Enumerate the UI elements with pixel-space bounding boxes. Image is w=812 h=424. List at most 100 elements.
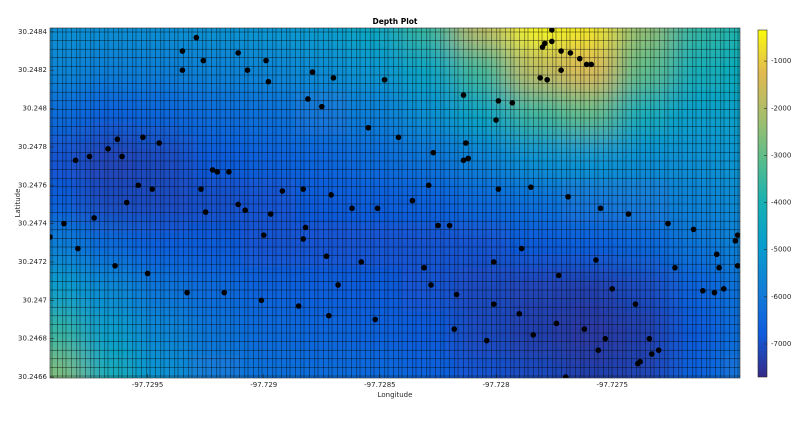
surface-cell (295, 178, 350, 224)
surface-cell (134, 178, 189, 224)
surface-cell (295, 266, 350, 312)
scatter-point (665, 220, 671, 227)
scatter-point (202, 209, 209, 215)
colorbar-tick-label: -3000 (771, 151, 791, 159)
scatter-point (648, 351, 655, 357)
scatter-point (140, 134, 146, 141)
surface-cell (508, 354, 563, 378)
surface-cell (295, 28, 350, 47)
scatter-point (226, 169, 232, 175)
scatter-point (428, 282, 434, 288)
scatter-point (135, 182, 142, 189)
scatter-point (495, 98, 502, 104)
y-tick-label: 30.2482 (18, 66, 47, 74)
scatter-point (374, 205, 381, 212)
surface-cell (455, 266, 510, 312)
scatter-point (655, 347, 662, 353)
scatter-point (323, 253, 330, 260)
scatter-point (372, 316, 379, 323)
surface-cell (134, 354, 189, 378)
surface-cell (81, 222, 136, 268)
scatter-point (495, 186, 502, 192)
scatter-point (537, 75, 544, 81)
y-axis-label: Latitude (14, 189, 22, 218)
scatter-point (490, 259, 497, 265)
scatter-point (435, 222, 441, 229)
surface-cell (188, 354, 243, 378)
y-tick-label: 30.2476 (18, 181, 47, 189)
surface-cell (401, 28, 456, 47)
scatter-point (265, 78, 272, 85)
scatter-point (156, 140, 162, 146)
surface-cell (615, 46, 670, 91)
scatter-point (713, 251, 720, 258)
x-tick-label: -97.7275 (596, 381, 627, 389)
scatter-point (330, 75, 337, 81)
scatter-point (335, 282, 341, 288)
surface-cell (615, 222, 670, 268)
y-tick-label: 30.248 (23, 105, 48, 113)
scatter-point (409, 197, 416, 204)
scatter-point (700, 287, 706, 294)
x-axis-label: Longitude (378, 391, 413, 399)
scatter-point (214, 169, 221, 175)
surface-cell (722, 134, 740, 180)
scatter-point (235, 201, 241, 208)
scatter-point (144, 270, 151, 277)
scatter-point (209, 167, 216, 173)
scatter-point (184, 289, 190, 296)
scatter-point (732, 238, 739, 244)
mesh (50, 28, 740, 378)
scatter-point (221, 289, 228, 296)
colorbar (757, 29, 768, 378)
scatter-point (319, 103, 325, 110)
scatter-point (300, 236, 307, 242)
surface-cell (241, 354, 296, 378)
surface-cell (722, 266, 740, 312)
scatter-point (625, 211, 632, 217)
surface-cell (455, 178, 510, 224)
scatter-point (198, 186, 204, 192)
surface-cell (401, 222, 456, 268)
scatter-point (425, 182, 432, 189)
surface-cell (134, 134, 189, 180)
scatter-point (558, 48, 564, 54)
scatter-point (451, 326, 458, 332)
axes: -97.7295 -97.729 -97.7285 -97.728 -97.7275 30… (18, 27, 791, 389)
surface-cell (508, 266, 563, 312)
scatter-point (72, 157, 79, 164)
scatter-point (295, 303, 302, 309)
surface-cell (401, 134, 456, 180)
surface-area (50, 28, 740, 378)
y-tick-label: 30.2478 (18, 143, 47, 151)
scatter-point (565, 193, 571, 200)
scatter-point (179, 48, 186, 54)
surface-cell (508, 90, 563, 135)
scatter-point (200, 57, 207, 64)
scatter-point (446, 222, 453, 229)
scatter-point (123, 199, 130, 206)
scatter-point (279, 188, 286, 194)
surface-cell (134, 28, 189, 47)
scatter-point (260, 232, 267, 238)
surface-cell (508, 46, 563, 91)
scatter-point (235, 50, 241, 56)
scatter-point (430, 149, 437, 156)
scatter-point (555, 272, 562, 279)
scatter-point (263, 57, 269, 64)
scatter-point (672, 264, 678, 271)
scatter-point (460, 92, 467, 98)
surface-cell (508, 134, 563, 180)
surface-cell (508, 222, 563, 268)
scatter-point (114, 136, 121, 143)
surface-cell (241, 28, 296, 47)
surface-cell (241, 90, 296, 135)
surface-cell (295, 134, 350, 180)
surface-cell (81, 266, 136, 312)
surface-cell (722, 90, 740, 135)
scatter-point (460, 157, 467, 164)
surface-cell (81, 90, 136, 135)
surface-cell (295, 90, 350, 135)
scatter-point (395, 134, 402, 141)
